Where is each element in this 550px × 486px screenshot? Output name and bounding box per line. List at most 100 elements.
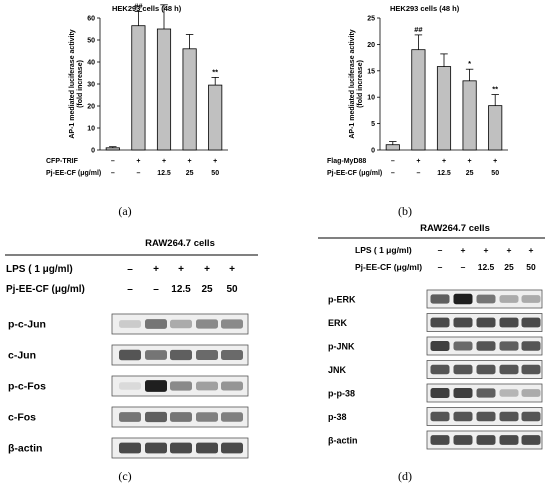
blot-c-band-label-0: p-c-Jun	[8, 319, 46, 331]
blot-c-band-2-lane-0	[119, 382, 141, 390]
blot-d-row-0-3: +	[507, 245, 512, 255]
blot-c-band-3-lane-1	[145, 411, 167, 423]
blot-c-band-0-lane-3	[196, 319, 218, 329]
chart-a-title: HEK293 cells (48 h)	[112, 4, 182, 13]
blot-d-row-1-0: –	[438, 262, 443, 272]
panel-label-c: (c)	[118, 469, 131, 483]
blot-d-band-label-0: p-ERK	[328, 295, 356, 305]
chart-a-y-tick-label-6: 60	[87, 16, 95, 23]
chart-a-y-tick-label-3: 30	[87, 82, 95, 89]
blot-c-band-4-lane-4	[221, 442, 243, 454]
blot-c-row-label-0: LPS ( 1 μg/ml)	[6, 264, 73, 275]
blot-d-band-0-lane-3	[499, 295, 519, 303]
chart-a-treatment-1-0: –	[111, 170, 115, 177]
blot-c-row-1-4: 50	[226, 284, 238, 295]
chart-b-bar-0	[385, 144, 400, 151]
blot-c-band-0-lane-0	[119, 320, 141, 328]
chart-a-y-tick-label-1: 10	[87, 126, 95, 133]
blot-d-title: RAW264.7 cells	[420, 223, 490, 234]
blot-c-band-1-lane-4	[221, 350, 243, 360]
blot-d-band-6-lane-1	[453, 435, 473, 445]
blot-d-band-label-2: p-JNK	[328, 342, 355, 352]
blot-c-band-3-lane-0	[119, 412, 141, 422]
blot-d-band-1-lane-0	[430, 317, 450, 328]
chart-b-y-tick-label-2: 10	[367, 95, 375, 102]
blot-c-band-0-lane-2	[170, 319, 192, 329]
blot-d-band-5-lane-0	[430, 411, 450, 422]
blot-c-band-label-4: β-actin	[8, 443, 42, 455]
blot-d-row-1-2: 12.5	[478, 262, 495, 272]
chart-b-treatment-1-1: –	[416, 170, 420, 177]
blot-d-band-4-lane-0	[430, 388, 450, 398]
chart-b-treatment-label-1: Pj-EE-CF (μg/ml)	[327, 170, 382, 177]
blot-d-band-1-lane-3	[499, 317, 519, 328]
blot-c-band-3-lane-3	[196, 412, 218, 422]
blot-d-band-6-lane-2	[476, 435, 496, 445]
blot-d-row-1-3: 25	[504, 262, 514, 272]
chart-b-title: HEK293 cells (48 h)	[390, 4, 460, 13]
chart-b-bar-4	[488, 105, 503, 151]
blot-d-row-0-4: +	[529, 245, 534, 255]
blot-d-band-label-5: p-38	[328, 412, 347, 422]
chart-b-treatment-1-4: 50	[491, 170, 499, 177]
chart-a-y-tick-label-4: 40	[87, 60, 95, 67]
chart-b-treatment-1-0: –	[391, 170, 395, 177]
chart-b-treatment-0-2: +	[442, 158, 446, 165]
blot-d-band-6-lane-3	[499, 435, 519, 445]
chart-a-treatment-1-4: 50	[211, 170, 219, 177]
blot-d-band-2-lane-0	[430, 341, 450, 351]
blot-d-row-0-1: +	[461, 245, 466, 255]
chart-b-treatment-0-0: –	[391, 158, 395, 165]
chart-a-bar-2	[156, 28, 172, 151]
panel-label-d: (d)	[398, 469, 412, 483]
blot-c-band-1-lane-1	[145, 350, 167, 360]
blot-c-band-1-lane-2	[170, 349, 192, 361]
chart-b-treatment-1-2: 12.5	[437, 170, 451, 177]
chart-b-y-label-line2: (fold increase)	[357, 60, 364, 108]
chart-b-y-tick-label-3: 15	[367, 68, 375, 75]
blot-c-row-0-2: +	[178, 264, 184, 275]
blot-d-band-3-lane-2	[476, 364, 496, 375]
blot-d-band-label-3: JNK	[328, 365, 347, 375]
blot-c-band-0-lane-4	[221, 319, 243, 329]
blot-d-band-3-lane-1	[453, 364, 473, 375]
blot-d-row-1-1: –	[461, 262, 466, 272]
panel-letters: (a) (b) (c) (d)	[118, 204, 412, 483]
blot-c-band-3-lane-4	[221, 412, 243, 422]
blot-c-title: RAW264.7 cells	[145, 238, 215, 249]
blot-d: RAW264.7 cells LPS ( 1 μg/ml) – + + + + Pj-EE-C…	[318, 223, 545, 450]
blot-d-band-0-lane-1	[453, 293, 473, 305]
blot-c-band-1-lane-3	[196, 350, 218, 360]
blot-c-band-4-lane-1	[145, 442, 167, 454]
chart-a-treatment-1-1: –	[136, 170, 140, 177]
chart-a-y-label-line1: AP-1 mediated luciferase activity	[69, 29, 76, 138]
blot-d-row-label-0: LPS ( 1 μg/ml)	[355, 245, 412, 255]
blot-d-band-0-lane-0	[430, 294, 450, 304]
blot-d-band-5-lane-3	[499, 411, 519, 422]
chart-b-treatment-0-3: +	[468, 158, 472, 165]
blot-c-row-label-1: Pj-EE-CF (μg/ml)	[6, 284, 85, 295]
blot-d-row-0-2: +	[484, 245, 489, 255]
chart-b-treatment-0-1: +	[416, 158, 420, 165]
chart-b-treatment-0-4: +	[493, 158, 497, 165]
blot-c-row-0-4: +	[229, 264, 235, 275]
chart-a-treatment-label-0: CFP-TRIF	[46, 158, 79, 165]
chart-b-y-label-line1: AP-1 mediated luciferase activity	[349, 29, 356, 138]
chart-a-significance-1: ##	[134, 1, 143, 10]
chart-a-treatment-0-1: +	[136, 158, 140, 165]
chart-a-treatment-label-1: Pj-EE-CF (μg/ml)	[46, 170, 101, 177]
chart-a-y-tick-label-2: 20	[87, 104, 95, 111]
blot-d-band-3-lane-4	[521, 364, 541, 375]
chart-a-y-tick-label-0: 0	[91, 148, 95, 155]
chart-a-treatment-0-2: +	[162, 158, 166, 165]
blot-d-band-0-lane-2	[476, 294, 496, 304]
chart-a-y-tick-label-5: 50	[87, 38, 95, 45]
chart-b-y-tick-label-5: 25	[367, 16, 375, 23]
blot-c-band-label-1: c-Jun	[8, 350, 36, 362]
blot-d-band-1-lane-4	[521, 317, 541, 328]
blot-d-row-1-4: 50	[526, 262, 536, 272]
blot-d-row-label-1: Pj-EE-CF (μg/ml)	[355, 262, 422, 272]
blot-d-row-0-0: –	[438, 245, 443, 255]
chart-a-treatment-0-0: –	[111, 158, 115, 165]
chart-b-y-tick-label-4: 20	[367, 42, 375, 49]
